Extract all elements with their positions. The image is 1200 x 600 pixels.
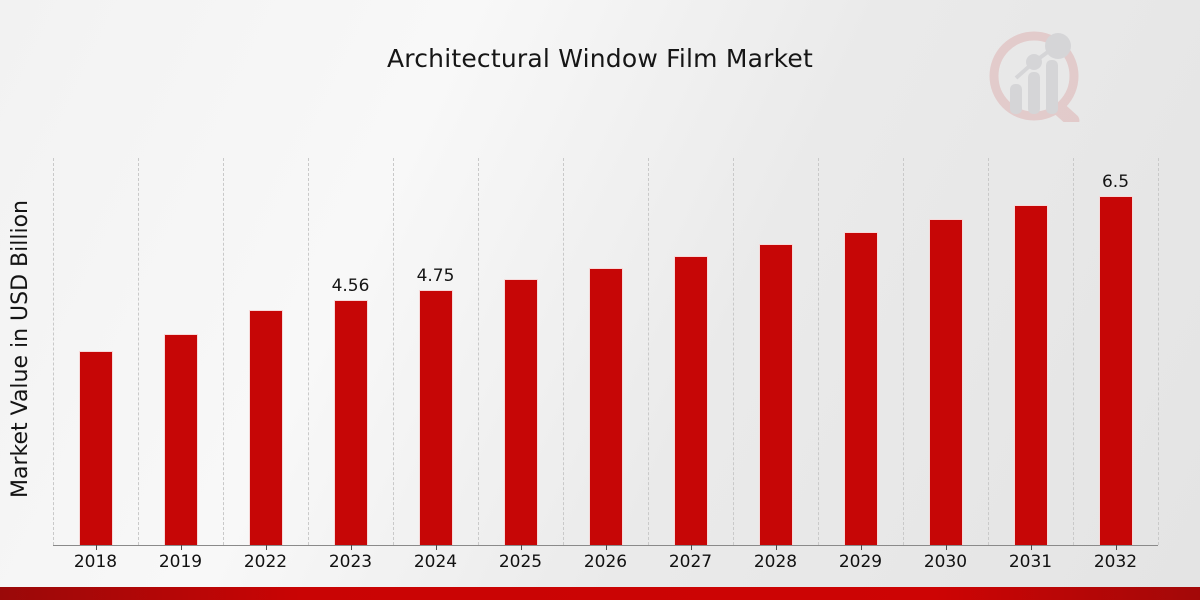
gridline [733,158,734,545]
gridline [223,158,224,545]
x-tick-label-2026: 2026 [583,552,628,572]
plot-area: 4.56 4.75 6.5 [53,158,1159,550]
gridline [648,158,649,545]
x-axis-tick [690,545,692,550]
bar-2023 [333,299,368,545]
x-axis-tick [1115,545,1117,550]
x-tick-label-2031: 2031 [1008,552,1053,572]
x-axis-tick [1030,545,1032,550]
x-tick-label-2024: 2024 [413,552,458,572]
x-tick-label-2022: 2022 [243,552,288,572]
x-tick-label-2025: 2025 [498,552,543,572]
x-tick-label-2023: 2023 [328,552,373,572]
brand-logo [984,26,1088,128]
x-axis-tick [95,545,97,550]
bar-2024 [418,289,453,545]
gridline [393,158,394,545]
x-axis-tick [520,545,522,550]
chart-title: Architectural Window Film Market [386,44,814,73]
value-label-2024: 4.75 [416,265,455,286]
x-tick-label-2030: 2030 [923,552,968,572]
value-label-2023: 4.56 [331,275,370,296]
x-axis-tick [605,545,607,550]
bar-2022 [248,309,283,545]
x-tick-label-2029: 2029 [838,552,883,572]
growth-bars-icon [1010,33,1071,114]
bar-2027 [673,256,708,545]
bar-2018 [78,350,113,545]
bar-2026 [588,267,623,545]
gridline [1158,158,1159,545]
gridline [53,158,54,545]
gridline [138,158,139,545]
x-axis-tick [860,545,862,550]
bar-2032 [1098,195,1133,545]
y-axis-label: Market Value in USD Billion [8,199,33,499]
x-tick-label-2028: 2028 [753,552,798,572]
bar-2025 [503,278,538,545]
gridline [478,158,479,545]
x-tick-label-2018: 2018 [73,552,118,572]
x-axis-tick [775,545,777,550]
x-axis-tick [265,545,267,550]
x-axis-tick [180,545,182,550]
x-tick-label-2027: 2027 [668,552,713,572]
value-label-2032: 6.5 [1101,171,1130,192]
bar-2028 [758,244,793,545]
bar-2019 [163,333,198,545]
gridline [818,158,819,545]
gridline [308,158,309,545]
x-tick-label-2032: 2032 [1093,552,1138,572]
footer-band [0,587,1200,600]
x-axis-tick [945,545,947,550]
gridline [563,158,564,545]
bar-2030 [928,218,963,545]
gridline [903,158,904,545]
x-axis-tick [350,545,352,550]
x-axis-tick [435,545,437,550]
magnifier-icon [989,31,1080,128]
x-tick-label-2019: 2019 [158,552,203,572]
bar-2029 [843,231,878,545]
gridline [988,158,989,545]
gridline [1073,158,1074,545]
bar-2031 [1013,205,1048,545]
